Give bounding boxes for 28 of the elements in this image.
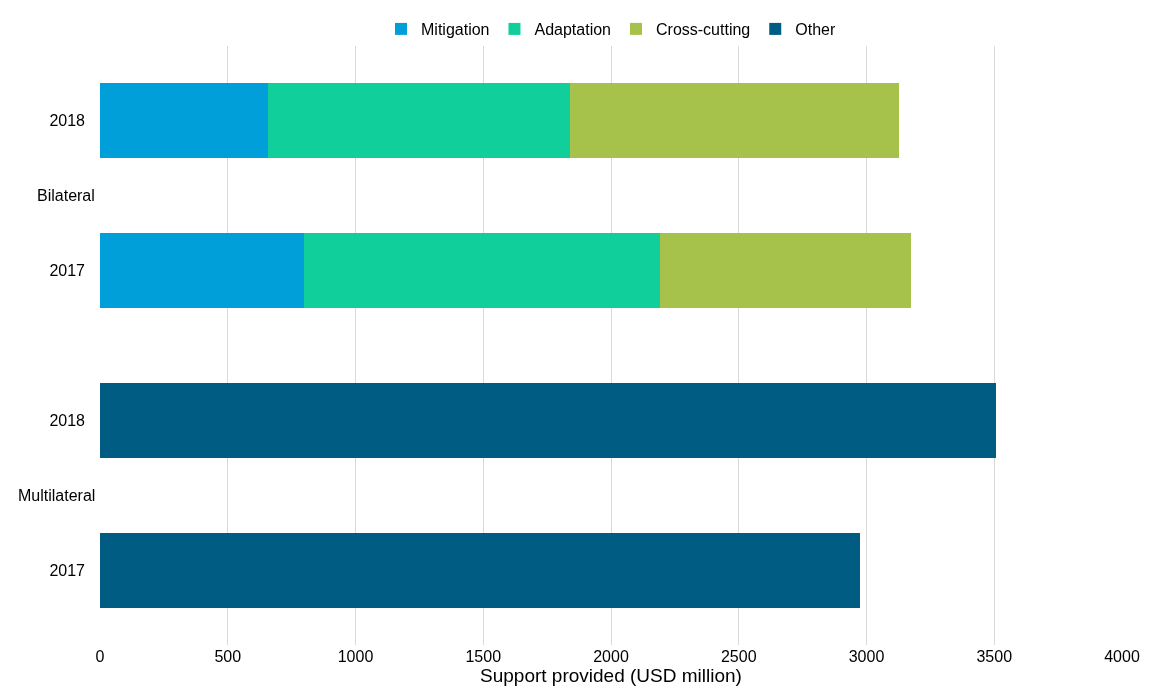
bar xyxy=(100,83,269,159)
x-tick-label: 2000 xyxy=(593,648,629,665)
y-tick-label: 2017 xyxy=(49,262,86,280)
x-tick-label: 3500 xyxy=(976,648,1013,665)
bar xyxy=(100,382,996,458)
text: Multilateral xyxy=(18,487,96,504)
x-tick-label: 2500 xyxy=(720,648,757,665)
x-tick-label: 1000 xyxy=(337,648,374,665)
legend-label: Adaptation xyxy=(534,21,611,39)
legend-label: Mitigation xyxy=(421,21,490,39)
bar xyxy=(100,532,860,608)
x-tick-label: 1500 xyxy=(465,648,502,665)
bar xyxy=(268,83,570,159)
bar xyxy=(100,233,304,309)
x-tick-label: 0 xyxy=(95,648,105,665)
y-tick-label: 2018 xyxy=(49,112,86,130)
bar xyxy=(660,233,912,309)
bar xyxy=(569,83,900,159)
y-tick-label: 2018 xyxy=(49,411,86,429)
legend-label: Cross-cutting xyxy=(656,21,751,39)
legend-label: Other xyxy=(795,21,836,39)
x-axis-title: Support provided (USD million) xyxy=(480,665,742,686)
x-tick-label: 500 xyxy=(214,648,242,665)
bar xyxy=(303,233,661,309)
x-tick-label: 4000 xyxy=(1104,648,1140,665)
x-tick-label: 3000 xyxy=(848,648,885,665)
y-tick-label: 2017 xyxy=(49,561,86,579)
text: Bilateral xyxy=(37,187,95,204)
